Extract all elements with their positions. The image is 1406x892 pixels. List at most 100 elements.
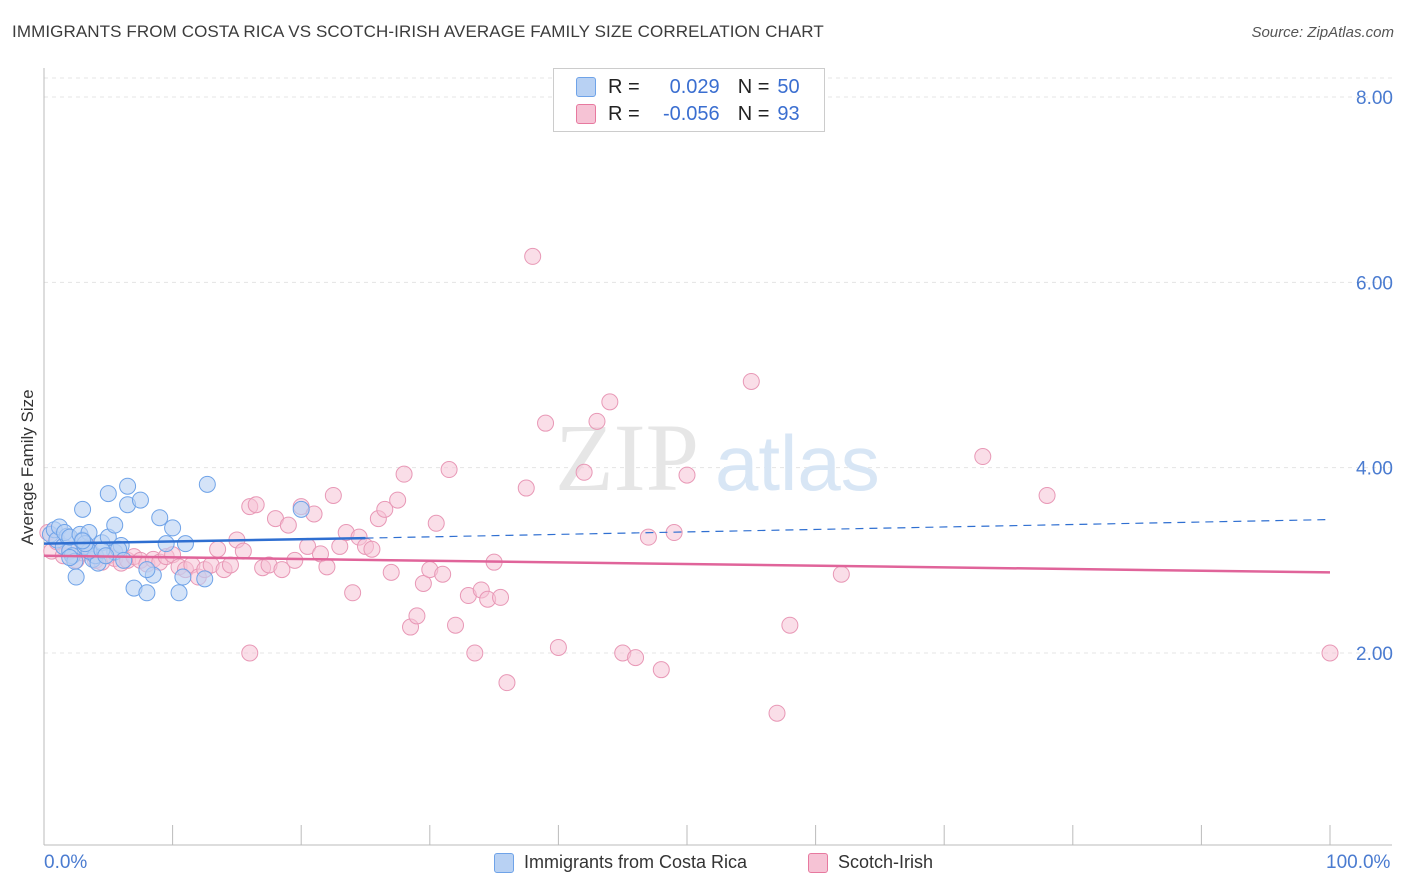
costa-rica-point	[157, 535, 175, 553]
costa-rica-trend-extension	[365, 518, 1331, 539]
scotch-irish-point	[832, 565, 850, 583]
bottom-legend-costa-rica: Immigrants from Costa Rica	[494, 852, 747, 873]
costa-rica-point	[198, 475, 216, 493]
costa-rica-point	[138, 561, 156, 579]
scotch-irish-point	[344, 584, 362, 602]
scotch-irish-point	[318, 558, 336, 576]
scotch-irish-point	[575, 463, 593, 481]
legend-r-label: R =	[608, 102, 640, 125]
legend-row-scotch-irish: R = -0.056 N = 93	[576, 100, 800, 128]
costa-rica-points	[41, 475, 310, 602]
legend-swatch-pink	[576, 104, 596, 124]
costa-rica-point	[119, 477, 137, 495]
scotch-irish-point	[247, 496, 265, 514]
scotch-irish-point	[273, 561, 291, 579]
gridlines	[44, 77, 1392, 654]
y-tick-label: 8.00	[1356, 88, 1393, 109]
bottom-legend-swatch-blue	[494, 852, 514, 873]
costa-rica-point	[170, 584, 188, 602]
scotch-irish-point	[652, 661, 670, 679]
scotch-irish-point	[537, 414, 555, 432]
y-tick-label: 2.00	[1356, 644, 1393, 665]
scotch-irish-point	[1038, 486, 1056, 504]
scotch-irish-point	[286, 551, 304, 569]
legend-n-label: N =	[737, 102, 770, 125]
costa-rica-point	[115, 551, 133, 569]
bottom-legend-label: Immigrants from Costa Rica	[524, 852, 748, 872]
x-tick-label-left: 0.0%	[44, 852, 88, 873]
scotch-irish-point	[363, 540, 381, 558]
scotch-irish-point	[466, 644, 484, 662]
scotch-irish-point	[279, 516, 297, 534]
trend-lines	[43, 518, 1331, 574]
watermark-atlas: atlas	[715, 419, 880, 507]
scotch-irish-point	[601, 393, 619, 411]
costa-rica-point	[74, 532, 92, 550]
scotch-irish-point	[395, 465, 413, 483]
scotch-irish-point	[389, 491, 407, 509]
costa-rica-point	[164, 519, 182, 537]
legend-n-value: 93	[777, 102, 800, 125]
costa-rica-point	[176, 535, 194, 553]
costa-rica-point	[74, 500, 92, 518]
costa-rica-trend-line	[43, 536, 366, 545]
scotch-irish-point	[549, 638, 567, 656]
scotch-irish-point	[781, 616, 799, 634]
axes	[43, 68, 1392, 846]
costa-rica-point	[67, 568, 85, 586]
scotch-irish-point	[209, 540, 227, 558]
y-tick-label: 4.00	[1356, 459, 1393, 480]
watermark-zip: ZIP	[555, 404, 699, 511]
scotch-irish-point	[742, 372, 760, 390]
y-tick-label: 6.00	[1356, 273, 1393, 294]
chart-source: Source: ZipAtlas.com	[1251, 24, 1394, 41]
scotch-irish-point	[440, 461, 458, 479]
chart-title: IMMIGRANTS FROM COSTA RICA VS SCOTCH-IRI…	[12, 22, 824, 41]
costa-rica-point	[196, 570, 214, 588]
costa-rica-point	[174, 568, 192, 586]
legend-r-value: 0.029	[669, 75, 720, 98]
costa-rica-point	[151, 509, 169, 527]
legend-r-value: -0.056	[662, 102, 720, 125]
bottom-legend-scotch-irish: Scotch-Irish	[808, 852, 933, 873]
scotch-irish-point	[974, 448, 992, 466]
scotch-irish-point	[588, 412, 606, 430]
scotch-irish-point	[627, 649, 645, 667]
y-tick-labels: 2.00 4.00 6.00 8.00	[1356, 88, 1393, 665]
scotch-irish-point	[414, 575, 432, 592]
scotch-irish-point	[678, 466, 696, 484]
scotch-irish-point	[524, 247, 542, 265]
y-axis-label: Average Family Size	[18, 389, 37, 545]
scotch-irish-point	[768, 704, 786, 722]
bottom-legend-label: Scotch-Irish	[838, 852, 934, 872]
legend-n-value: 50	[777, 75, 800, 98]
costa-rica-point	[61, 549, 79, 567]
scotch-irish-point	[498, 674, 516, 692]
legend-swatch-blue	[576, 77, 596, 97]
x-tick-label-right: 100.0%	[1326, 852, 1391, 873]
costa-rica-point	[99, 485, 117, 503]
scotch-irish-point	[434, 565, 452, 583]
costa-rica-point	[292, 500, 310, 518]
costa-rica-point	[138, 584, 156, 602]
scotch-irish-point	[427, 514, 445, 532]
scotch-irish-point	[241, 644, 259, 662]
legend-row-costa-rica: R = 0.029 N = 50	[576, 73, 800, 101]
scotch-irish-point	[447, 616, 465, 634]
scotch-irish-point	[376, 500, 394, 518]
scotch-irish-point	[408, 607, 426, 625]
costa-rica-point	[131, 491, 149, 509]
legend-n-label: N =	[737, 75, 770, 98]
correlation-legend: R = 0.029 N = 50 R = -0.056 N = 93	[553, 68, 825, 132]
scotch-irish-point	[382, 563, 400, 581]
scotch-irish-point	[492, 588, 510, 606]
scotch-irish-trend-line	[43, 554, 1331, 574]
legend-r-label: R =	[608, 75, 640, 98]
watermark: ZIP atlas	[555, 404, 880, 511]
scotch-irish-point	[234, 542, 252, 560]
scotch-irish-point	[324, 486, 342, 504]
scotch-irish-point	[639, 528, 657, 546]
costa-rica-point	[106, 516, 124, 534]
bottom-legend-swatch-pink	[808, 852, 828, 873]
